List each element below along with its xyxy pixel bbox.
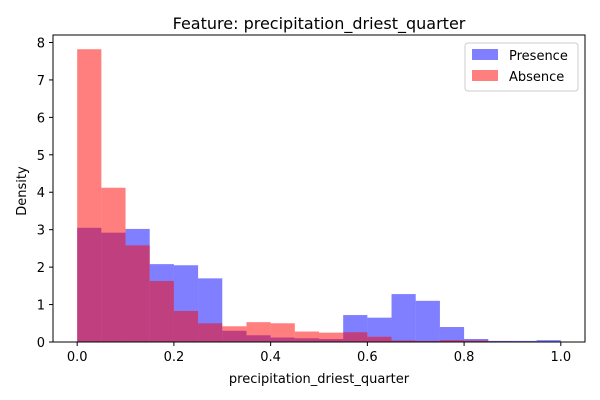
bar-absence-0 (77, 49, 102, 342)
legend-swatch-absence (472, 70, 498, 81)
bar-absence-9 (294, 331, 319, 342)
bar-absence-1 (101, 187, 126, 342)
y-tick-label: 0 (37, 336, 45, 351)
bar-absence-14 (415, 340, 440, 342)
y-tick-label: 7 (37, 74, 45, 89)
legend-label-presence: Presence (509, 49, 568, 64)
bar-absence-4 (173, 310, 199, 342)
x-tick-label: 0.2 (164, 350, 185, 365)
ticks-layer: 0.0 0.2 0.4 0.6 0.8 1.0 0 1 2 3 4 5 6 7 8 (37, 36, 571, 365)
bar-presence-19 (536, 340, 561, 342)
plot-frame (52, 34, 586, 343)
x-tick-label: 0.0 (67, 350, 88, 365)
bar-presence-15 (439, 327, 465, 342)
x-tick-label: 0.4 (260, 350, 281, 365)
bar-presence-13 (391, 294, 416, 342)
y-axis-label: Density (15, 166, 30, 216)
bar-absence-6 (222, 326, 247, 342)
bar-absence-13 (391, 340, 416, 342)
x-tick-label: 0.6 (357, 350, 378, 365)
x-axis-label: precipitation_driest_quarter (229, 372, 410, 387)
y-tick-label: 4 (37, 186, 45, 201)
chart-title: Feature: precipitation_driest_quarter (173, 14, 466, 34)
bar-presence-14 (415, 300, 440, 342)
bar-absence-3 (149, 280, 174, 342)
bar-absence-15 (439, 340, 465, 342)
bar-absence-5 (198, 323, 223, 342)
bar-absence-7 (246, 322, 271, 342)
y-tick-label: 3 (37, 224, 45, 239)
x-tick-label: 1.0 (550, 350, 571, 365)
legend-label-absence: Absence (509, 70, 564, 85)
bar-absence-11 (343, 332, 368, 342)
bar-absence-10 (319, 332, 344, 342)
bar-absence-12 (367, 336, 392, 342)
y-tick-label: 5 (37, 149, 45, 164)
y-tick-label: 6 (37, 111, 45, 126)
legend-swatch-presence (472, 49, 498, 60)
bars-layer (77, 49, 561, 342)
legend: Presence Absence (464, 42, 579, 92)
bar-absence-16 (464, 340, 489, 342)
bar-presence-18 (512, 340, 537, 342)
bar-absence-2 (125, 245, 150, 342)
y-tick-label: 8 (37, 36, 45, 51)
y-tick-label: 2 (37, 261, 45, 276)
y-tick-label: 1 (37, 299, 45, 314)
x-tick-label: 0.8 (454, 350, 475, 365)
bar-absence-8 (270, 323, 295, 342)
